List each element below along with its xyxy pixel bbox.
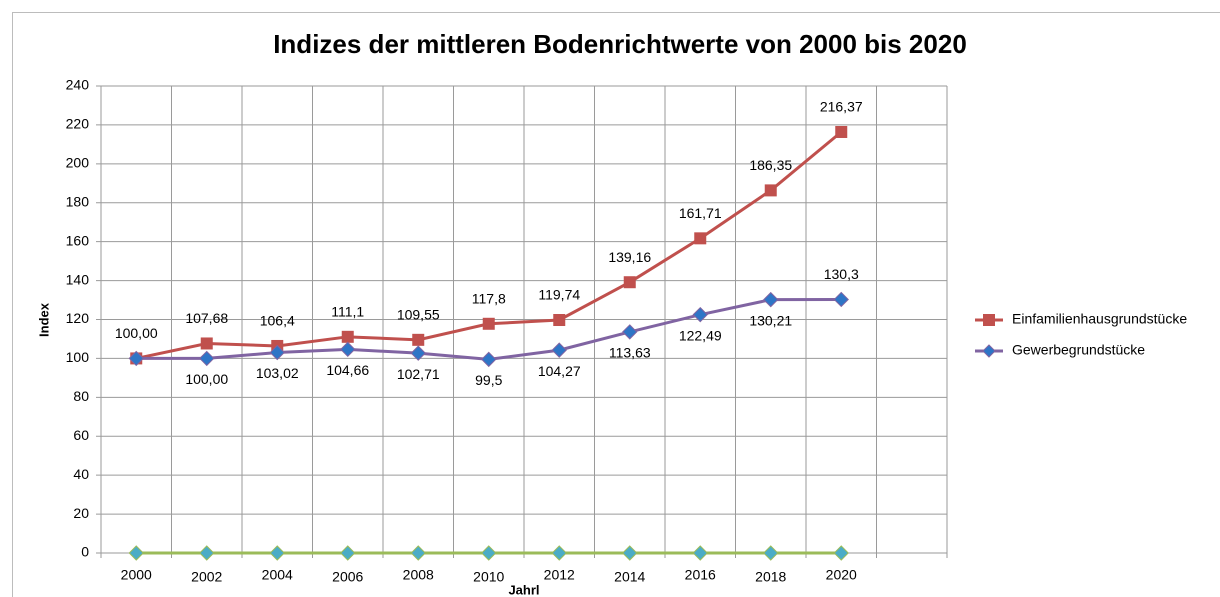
chart-title: Indizes der mittleren Bodenrichtwerte vo…	[273, 29, 967, 59]
marker	[551, 342, 567, 358]
y-tick-label: 0	[81, 544, 89, 560]
y-tick-label: 60	[73, 427, 89, 443]
marker	[622, 324, 638, 340]
marker	[199, 350, 215, 367]
y-tick-label: 140	[66, 271, 90, 287]
y-tick-label: 120	[66, 310, 90, 326]
marker	[551, 545, 567, 561]
y-tick-label: 100	[66, 349, 90, 365]
y-tick-label: 80	[73, 388, 89, 404]
marker	[340, 341, 356, 358]
x-tick-label: 2010	[473, 569, 504, 585]
data-label: 186,35	[749, 157, 792, 173]
marker	[835, 125, 848, 138]
data-label: 104,27	[538, 363, 581, 379]
marker	[692, 306, 708, 323]
marker	[764, 184, 777, 197]
marker	[692, 545, 708, 561]
y-tick-label: 40	[73, 466, 89, 482]
marker	[763, 545, 779, 561]
marker	[410, 345, 426, 361]
x-tick-label: 2014	[614, 569, 645, 585]
data-label: 102,71	[397, 366, 440, 382]
marker	[481, 545, 497, 561]
data-label: 139,16	[608, 249, 651, 265]
x-tick-label: 2020	[826, 567, 857, 583]
marker	[341, 330, 354, 343]
y-tick-label: 180	[66, 193, 90, 209]
data-label: 161,71	[679, 205, 722, 221]
data-label: 119,74	[538, 287, 580, 303]
marker	[622, 545, 638, 561]
y-tick-label: 220	[66, 116, 90, 132]
legend-marker	[982, 344, 996, 358]
marker	[340, 545, 356, 561]
x-tick-label: 2016	[685, 567, 716, 583]
marker	[623, 276, 636, 289]
x-tick-label: 2018	[755, 569, 786, 585]
y-axis-title: Index	[36, 302, 51, 337]
marker	[833, 291, 849, 308]
marker	[269, 344, 285, 361]
marker	[199, 545, 215, 561]
x-tick-label: 2002	[191, 569, 222, 585]
x-tick-label: 2012	[544, 567, 575, 583]
data-label: 100,00	[115, 325, 158, 341]
y-tick-label: 240	[66, 77, 90, 93]
data-label: 111,1	[331, 304, 364, 320]
marker	[128, 350, 144, 367]
data-label: 107,68	[185, 310, 228, 326]
data-label: 100,00	[185, 371, 228, 387]
marker	[694, 232, 707, 245]
data-label: 130,21	[749, 312, 792, 328]
marker	[200, 337, 213, 350]
marker	[833, 545, 849, 561]
data-label: 106,4	[260, 313, 295, 329]
marker	[482, 317, 495, 330]
data-label: 109,55	[397, 307, 440, 323]
y-tick-label: 200	[66, 155, 90, 171]
x-tick-label: 2004	[262, 567, 293, 583]
legend-marker	[983, 314, 995, 326]
data-label: 104,66	[326, 362, 369, 378]
marker	[763, 291, 779, 308]
marker	[128, 545, 144, 561]
x-tick-label: 2000	[121, 567, 152, 583]
marker	[412, 333, 425, 346]
data-label: 117,8	[472, 290, 506, 306]
marker	[481, 351, 497, 368]
data-label: 103,02	[256, 365, 299, 381]
x-tick-label: 2008	[403, 567, 434, 583]
y-tick-label: 160	[66, 232, 90, 248]
data-label: 216,37	[820, 99, 863, 115]
data-label: 130,3	[824, 266, 859, 282]
marker	[553, 314, 566, 327]
data-label: 113,63	[609, 345, 651, 361]
legend-label: Einfamilienhausgrundstücke	[1012, 311, 1187, 327]
x-axis-title: Jahrl	[508, 582, 539, 597]
x-tick-label: 2006	[332, 569, 363, 585]
chart-frame	[12, 12, 1220, 597]
marker	[269, 545, 285, 561]
data-label: 122,49	[679, 327, 722, 343]
data-label: 99,5	[475, 372, 502, 388]
marker	[410, 545, 426, 561]
legend-label: Gewerbegrundstücke	[1012, 342, 1145, 358]
y-tick-label: 20	[73, 505, 89, 521]
